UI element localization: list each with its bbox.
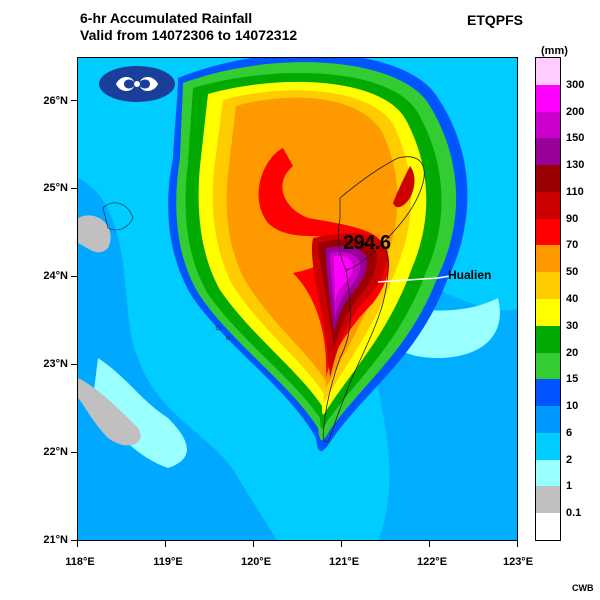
- colorbar-label: 1: [566, 480, 573, 493]
- colorbar: [535, 57, 561, 541]
- lat-tick: [71, 452, 77, 453]
- lat-tick: [71, 364, 77, 365]
- lon-tick: [429, 541, 430, 547]
- colorbar-swatch: [536, 432, 560, 461]
- colorbar-label: 6: [566, 426, 573, 439]
- colorbar-swatch: [536, 245, 560, 273]
- colorbar-swatch: [536, 84, 560, 113]
- colorbar-unit: (mm): [541, 45, 568, 57]
- colorbar-swatch: [536, 513, 560, 541]
- city-label-hualien: Hualien: [448, 268, 492, 282]
- lon-tick: [165, 541, 166, 547]
- colorbar-label: 130: [566, 159, 585, 172]
- lon-label-123: 123°E: [502, 556, 534, 568]
- lon-tick: [341, 541, 342, 547]
- colorbar-label: 150: [566, 132, 585, 145]
- lon-label-119: 119°E: [153, 556, 183, 568]
- colorbar-swatch: [536, 459, 560, 487]
- lat-label-26: 26°N: [43, 95, 68, 107]
- rainfall-field: [78, 58, 517, 540]
- colorbar-swatch: [536, 218, 560, 246]
- colorbar-swatch: [536, 272, 560, 300]
- map-subtitle: Valid from 14072306 to 14072312: [80, 27, 298, 43]
- lon-tick: [517, 541, 518, 547]
- colorbar-label: 2: [566, 453, 573, 466]
- colorbar-swatch: [536, 191, 560, 220]
- map-title: 6-hr Accumulated Rainfall: [80, 10, 253, 26]
- lon-label-120: 120°E: [240, 556, 272, 568]
- cwb-logo: [98, 65, 176, 103]
- lon-label-118: 118°E: [65, 556, 95, 568]
- colorbar-label: 110: [566, 185, 584, 198]
- lat-label-21: 21°N: [43, 534, 68, 546]
- colorbar-label: 50: [566, 266, 579, 279]
- lon-label-122: 122°E: [416, 556, 448, 568]
- colorbar-swatch: [536, 58, 560, 86]
- colorbar-label: 20: [566, 346, 579, 359]
- colorbar-swatch: [536, 379, 560, 407]
- lat-tick: [71, 188, 77, 189]
- colorbar-label: 10: [566, 400, 579, 413]
- colorbar-swatch: [536, 299, 560, 327]
- lat-tick: [71, 276, 77, 277]
- rainfall-map: [77, 57, 518, 541]
- lat-label-23: 23°N: [43, 358, 68, 370]
- colorbar-swatch: [536, 486, 560, 514]
- lon-tick: [77, 541, 78, 547]
- colorbar-swatch: [536, 111, 560, 139]
- colorbar-label: 90: [566, 212, 579, 225]
- colorbar-swatch: [536, 406, 560, 434]
- colorbar-label: 0.1: [566, 507, 582, 520]
- colorbar-label: 40: [566, 293, 579, 305]
- lat-tick: [71, 100, 77, 101]
- lat-label-22: 22°N: [43, 446, 68, 458]
- colorbar-label: 70: [566, 239, 579, 252]
- lon-label-121: 121°E: [328, 556, 360, 568]
- colorbar-label: 200: [566, 105, 585, 118]
- lon-tick: [253, 541, 254, 547]
- colorbar-swatch: [536, 325, 560, 354]
- credit-text: CWB: [572, 583, 594, 593]
- colorbar-label: 30: [566, 319, 579, 332]
- colorbar-label: 300: [566, 78, 585, 91]
- lat-label-24: 24°N: [43, 270, 68, 282]
- colorbar-swatch: [536, 352, 560, 380]
- product-name: ETQPFS: [467, 12, 524, 28]
- peak-value-label: 294.6: [343, 232, 391, 254]
- colorbar-swatch: [536, 138, 560, 166]
- colorbar-label: 15: [566, 373, 579, 386]
- lat-tick: [71, 540, 77, 541]
- lat-label-25: 25°N: [43, 182, 68, 194]
- colorbar-swatch: [536, 165, 560, 193]
